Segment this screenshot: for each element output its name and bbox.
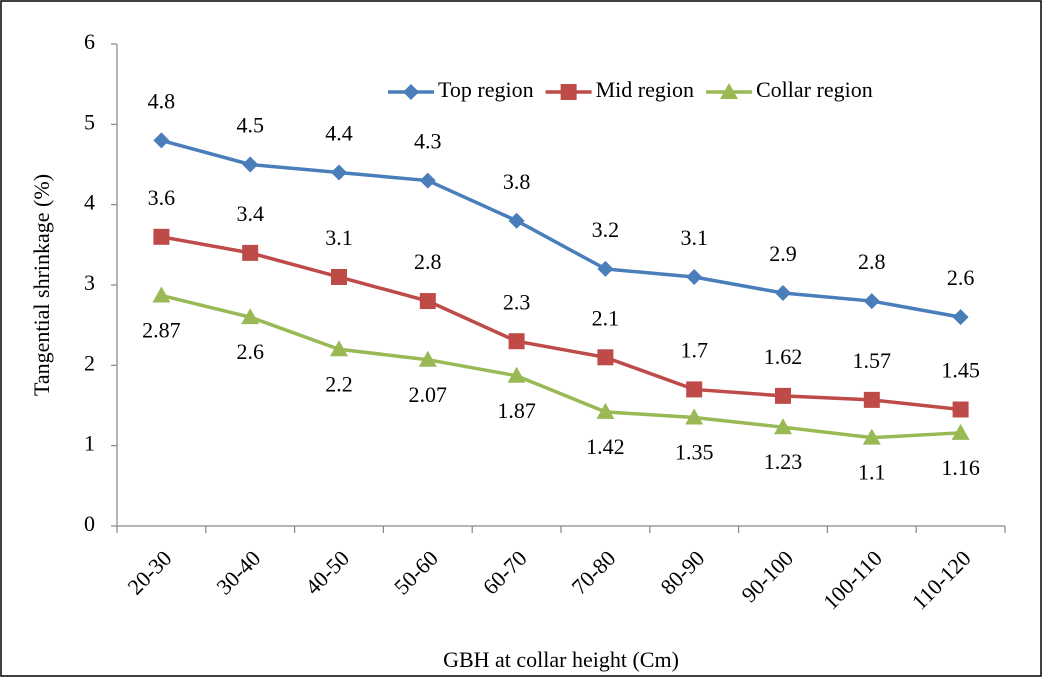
marker [686, 268, 703, 285]
marker [597, 349, 614, 366]
marker [331, 268, 347, 285]
marker [597, 260, 614, 277]
marker [863, 293, 880, 310]
data-label: 1.1 [858, 460, 886, 485]
marker [863, 391, 880, 408]
x-axis-title: GBH at collar height (Cm) [443, 647, 679, 672]
marker [775, 285, 791, 302]
marker [685, 408, 704, 425]
y-tick-label: 2 [84, 350, 95, 375]
marker [507, 366, 526, 383]
data-label: 2.3 [503, 289, 531, 314]
series-line [160, 138, 961, 319]
marker [153, 132, 170, 149]
data-label: 2.6 [947, 265, 975, 290]
y-tick-label: 4 [84, 190, 95, 215]
marker [951, 423, 970, 440]
y-tick-label: 0 [84, 511, 95, 536]
marker [418, 350, 437, 367]
data-label: 1.7 [680, 337, 708, 362]
data-label: 2.07 [409, 382, 448, 407]
data-label: 2.6 [236, 339, 264, 364]
data-label: 2.2 [325, 371, 353, 396]
marker [242, 244, 259, 261]
data-label: 4.5 [236, 113, 264, 138]
y-axis-title: Tangential shrinkage (%) [29, 174, 54, 396]
marker [331, 164, 347, 181]
marker [862, 428, 881, 445]
data-label: 2.87 [142, 317, 181, 342]
series-line [160, 293, 961, 440]
data-label: 2.8 [858, 249, 886, 274]
marker [241, 308, 260, 325]
marker [330, 340, 348, 357]
data-label: 1.45 [941, 358, 980, 383]
marker [242, 156, 259, 173]
y-tick-label: 1 [84, 431, 95, 456]
y-tick-label: 3 [84, 270, 95, 295]
marker [686, 381, 703, 398]
data-label: 3.1 [325, 225, 353, 250]
marker [508, 333, 525, 350]
data-label: 4.4 [325, 121, 353, 146]
data-label: 3.2 [592, 217, 620, 242]
y-tick-label: 6 [84, 29, 95, 54]
data-label: 1.42 [586, 434, 625, 459]
marker [952, 401, 969, 418]
marker [596, 402, 615, 419]
marker [560, 84, 577, 100]
marker [419, 172, 436, 189]
marker [419, 293, 436, 310]
data-label: 1.16 [941, 455, 980, 480]
series-line [161, 235, 961, 412]
legend-label: Top region [438, 77, 534, 102]
data-label: 2.9 [769, 241, 797, 266]
data-label: 1.35 [675, 440, 714, 465]
marker [775, 387, 791, 404]
y-tick-label: 5 [84, 109, 95, 134]
data-label: 4.8 [148, 88, 176, 113]
data-label: 1.23 [764, 449, 803, 474]
data-label: 2.1 [592, 305, 620, 330]
marker [952, 309, 969, 326]
marker [720, 83, 738, 99]
data-label: 3.8 [503, 169, 531, 194]
data-label: 1.57 [853, 348, 892, 373]
data-label: 3.6 [148, 185, 176, 210]
data-label: 4.3 [414, 129, 442, 154]
data-label: 1.62 [764, 344, 803, 369]
marker [774, 418, 792, 435]
marker [153, 228, 170, 245]
data-label: 1.87 [497, 398, 536, 423]
data-label: 2.8 [414, 249, 442, 274]
data-label: 3.1 [680, 225, 708, 250]
marker [152, 286, 171, 303]
marker [508, 212, 525, 229]
data-label: 3.4 [236, 201, 264, 226]
legend-label: Collar region [756, 77, 873, 102]
legend-label: Mid region [596, 77, 694, 102]
marker [403, 84, 419, 100]
